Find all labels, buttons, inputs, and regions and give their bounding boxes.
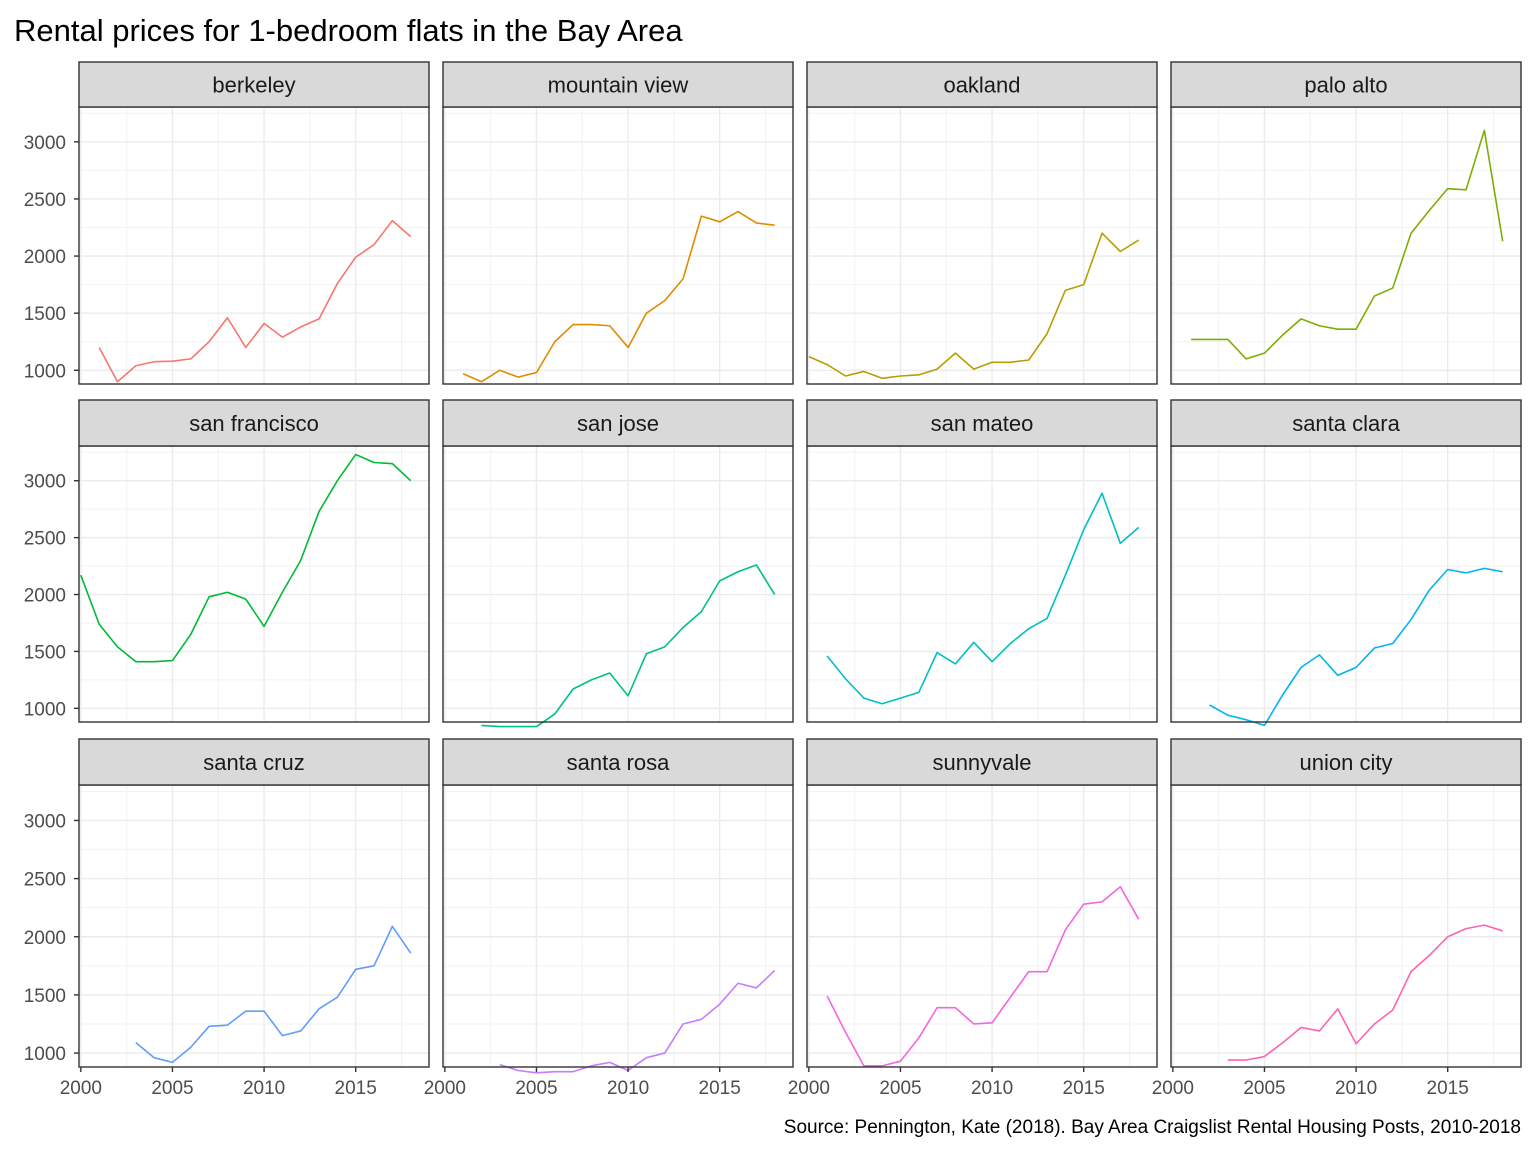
y-tick-label: 2500	[24, 870, 66, 891]
y-tick-label: 1000	[24, 1044, 66, 1065]
panel-background	[443, 446, 793, 722]
panel-background	[79, 785, 429, 1067]
facet-strip-label: santa rosa	[567, 750, 670, 775]
x-tick-label: 2010	[607, 1078, 649, 1099]
y-tick-label: 1500	[24, 304, 66, 325]
panel-background	[807, 785, 1157, 1067]
series-line-san-mateo	[826, 492, 1140, 705]
y-tick-label: 2500	[24, 190, 66, 211]
x-tick-label: 2000	[60, 1078, 102, 1099]
facet-panel-santa-clara: santa clara	[1170, 399, 1522, 727]
facet-strip	[1170, 399, 1522, 447]
x-tick-label: 2015	[1427, 1078, 1469, 1099]
series-line-oakland	[808, 232, 1140, 380]
facet-panel-santa-cruz: santa cruz 1000 1500 2000 2500 3000 2000 2005 20…	[24, 738, 430, 1099]
facet-strip-label: mountain view	[548, 73, 689, 98]
x-tick-label: 2015	[335, 1078, 377, 1099]
series-line-san-francisco	[80, 453, 412, 663]
panel-background	[443, 107, 793, 384]
series-line-berkeley	[98, 219, 412, 383]
series-line-mountain-view	[462, 210, 775, 383]
facet-strip	[806, 61, 1158, 108]
x-tick-label: 2005	[879, 1078, 921, 1099]
series-line-santa-rosa	[499, 969, 776, 1074]
y-tick-label: 3000	[24, 811, 66, 832]
facet-strip	[442, 61, 794, 108]
facet-strip	[78, 399, 430, 447]
chart-title: Rental prices for 1-bedroom flats in the…	[14, 13, 683, 48]
facet-strip-label: santa cruz	[203, 750, 305, 775]
facet-strip	[442, 399, 794, 447]
x-tick-label: 2015	[699, 1078, 741, 1099]
y-tick-label: 2500	[24, 529, 66, 550]
panel-background	[807, 446, 1157, 722]
y-tick-label: 3000	[24, 133, 66, 154]
facet-strip	[78, 61, 430, 108]
series-line-san-jose	[481, 564, 776, 728]
series-line-union-city	[1227, 924, 1503, 1061]
panel-background	[443, 785, 793, 1067]
y-tick-label: 1000	[24, 699, 66, 720]
facet-panel-oakland: oakland	[806, 61, 1158, 385]
chart-caption: Source: Pennington, Kate (2018). Bay Are…	[784, 1117, 1521, 1138]
facet-strip-label: berkeley	[212, 73, 295, 98]
series-line-santa-cruz	[135, 925, 412, 1064]
x-tick-label: 2000	[424, 1078, 466, 1099]
x-tick-label: 2005	[1243, 1078, 1285, 1099]
facet-panel-sunnyvale: sunnyvale 2000 2005 2010 2015	[788, 738, 1158, 1099]
facet-strip-label: palo alto	[1304, 73, 1387, 98]
facet-panel-union-city: union city 2000 2005 2010 2015	[1152, 738, 1522, 1099]
y-tick-label: 1500	[24, 642, 66, 663]
series-line-palo-alto	[1191, 129, 1504, 360]
facet-strip-label: santa clara	[1292, 411, 1400, 436]
x-tick-label: 2010	[971, 1078, 1013, 1099]
x-tick-label: 2005	[515, 1078, 557, 1099]
facet-strip	[806, 399, 1158, 447]
x-tick-label: 2010	[1335, 1078, 1377, 1099]
x-tick-label: 2000	[1152, 1078, 1194, 1099]
panel-background	[1171, 446, 1521, 722]
facet-panel-santa-rosa: santa rosa 2000 2005 2010 2015	[424, 738, 794, 1099]
facet-panels: berkeley 1000 1500 2000 2500 3000 mountain vie…	[24, 61, 1522, 1099]
facet-panel-mountain-view: mountain view	[442, 61, 794, 385]
y-tick-label: 1500	[24, 986, 66, 1007]
y-tick-label: 2000	[24, 928, 66, 949]
facet-panel-san-jose: san jose	[442, 399, 794, 728]
x-tick-label: 2005	[151, 1078, 193, 1099]
series-line-sunnyvale	[826, 885, 1140, 1067]
facet-strip	[78, 738, 430, 786]
facet-panel-san-mateo: san mateo	[806, 399, 1158, 723]
facet-strip-label: sunnyvale	[932, 750, 1031, 775]
facet-strip-label: union city	[1300, 750, 1393, 775]
facet-strip	[1170, 738, 1522, 786]
panel-background	[1171, 107, 1521, 384]
y-tick-label: 2000	[24, 586, 66, 607]
facet-strip-label: san jose	[577, 411, 659, 436]
facet-strip	[442, 738, 794, 786]
panel-background	[79, 446, 429, 722]
panel-background	[79, 107, 429, 384]
facet-panel-palo-alto: palo alto	[1170, 61, 1522, 385]
x-tick-label: 2015	[1063, 1078, 1105, 1099]
facet-strip-label: san francisco	[189, 411, 319, 436]
facet-strip	[806, 738, 1158, 786]
x-tick-label: 2000	[788, 1078, 830, 1099]
y-tick-label: 3000	[24, 472, 66, 493]
panel-background	[807, 107, 1157, 384]
series-line-santa-clara	[1209, 567, 1503, 727]
y-tick-label: 2000	[24, 247, 66, 268]
facet-panel-san-francisco: san francisco 1000 1500 2000 2500 3000	[24, 399, 430, 723]
x-tick-label: 2010	[243, 1078, 285, 1099]
facet-panel-berkeley: berkeley 1000 1500 2000 2500 3000	[24, 61, 430, 385]
facet-strip-label: san mateo	[931, 411, 1034, 436]
facet-strip	[1170, 61, 1522, 108]
panel-background	[1171, 785, 1521, 1067]
y-tick-label: 1000	[24, 361, 66, 382]
facet-strip-label: oakland	[943, 73, 1020, 98]
